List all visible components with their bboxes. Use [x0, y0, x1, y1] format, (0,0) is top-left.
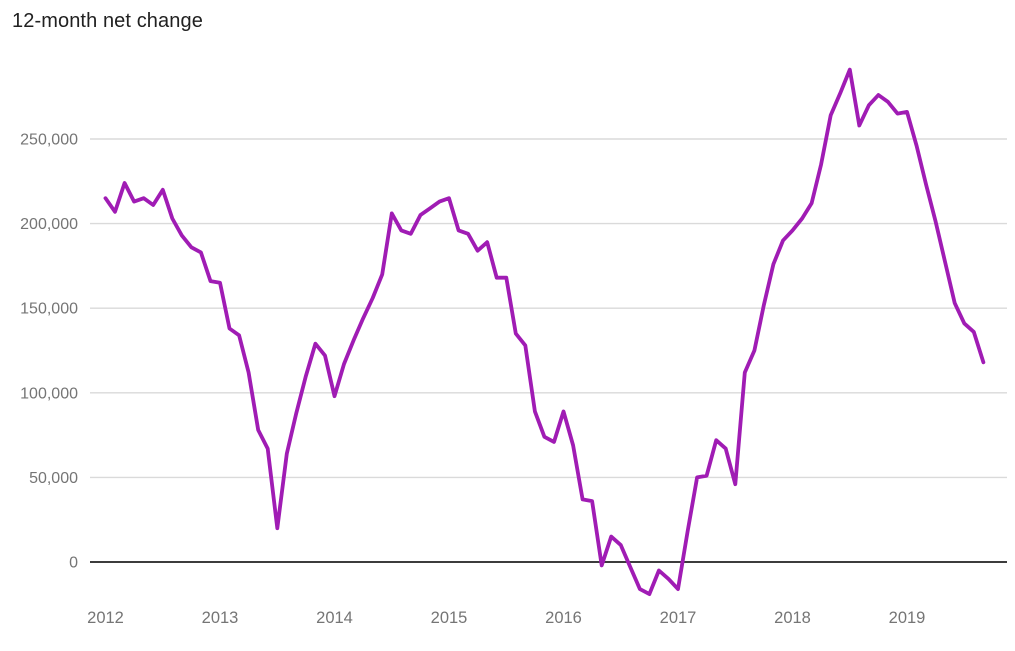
y-tick-label: 50,000: [29, 470, 78, 487]
x-tick-label: 2014: [316, 609, 353, 627]
x-tick-label: 2017: [660, 609, 697, 627]
x-tick-label: 2019: [889, 609, 926, 627]
x-tick-label: 2018: [774, 609, 811, 627]
y-tick-label: 150,000: [20, 301, 78, 318]
y-tick-label: 250,000: [20, 132, 78, 149]
y-tick-label: 100,000: [20, 385, 78, 402]
x-tick-label: 2016: [545, 609, 582, 627]
series-line: [103, 67, 986, 596]
y-tick-label: 0: [69, 555, 78, 572]
x-tick-label: 2015: [431, 609, 468, 627]
y-tick-label: 200,000: [20, 216, 78, 233]
x-tick-label: 2013: [202, 609, 239, 627]
chart-title: 12-month net change: [12, 10, 203, 32]
x-tick-label: 2012: [87, 609, 124, 627]
